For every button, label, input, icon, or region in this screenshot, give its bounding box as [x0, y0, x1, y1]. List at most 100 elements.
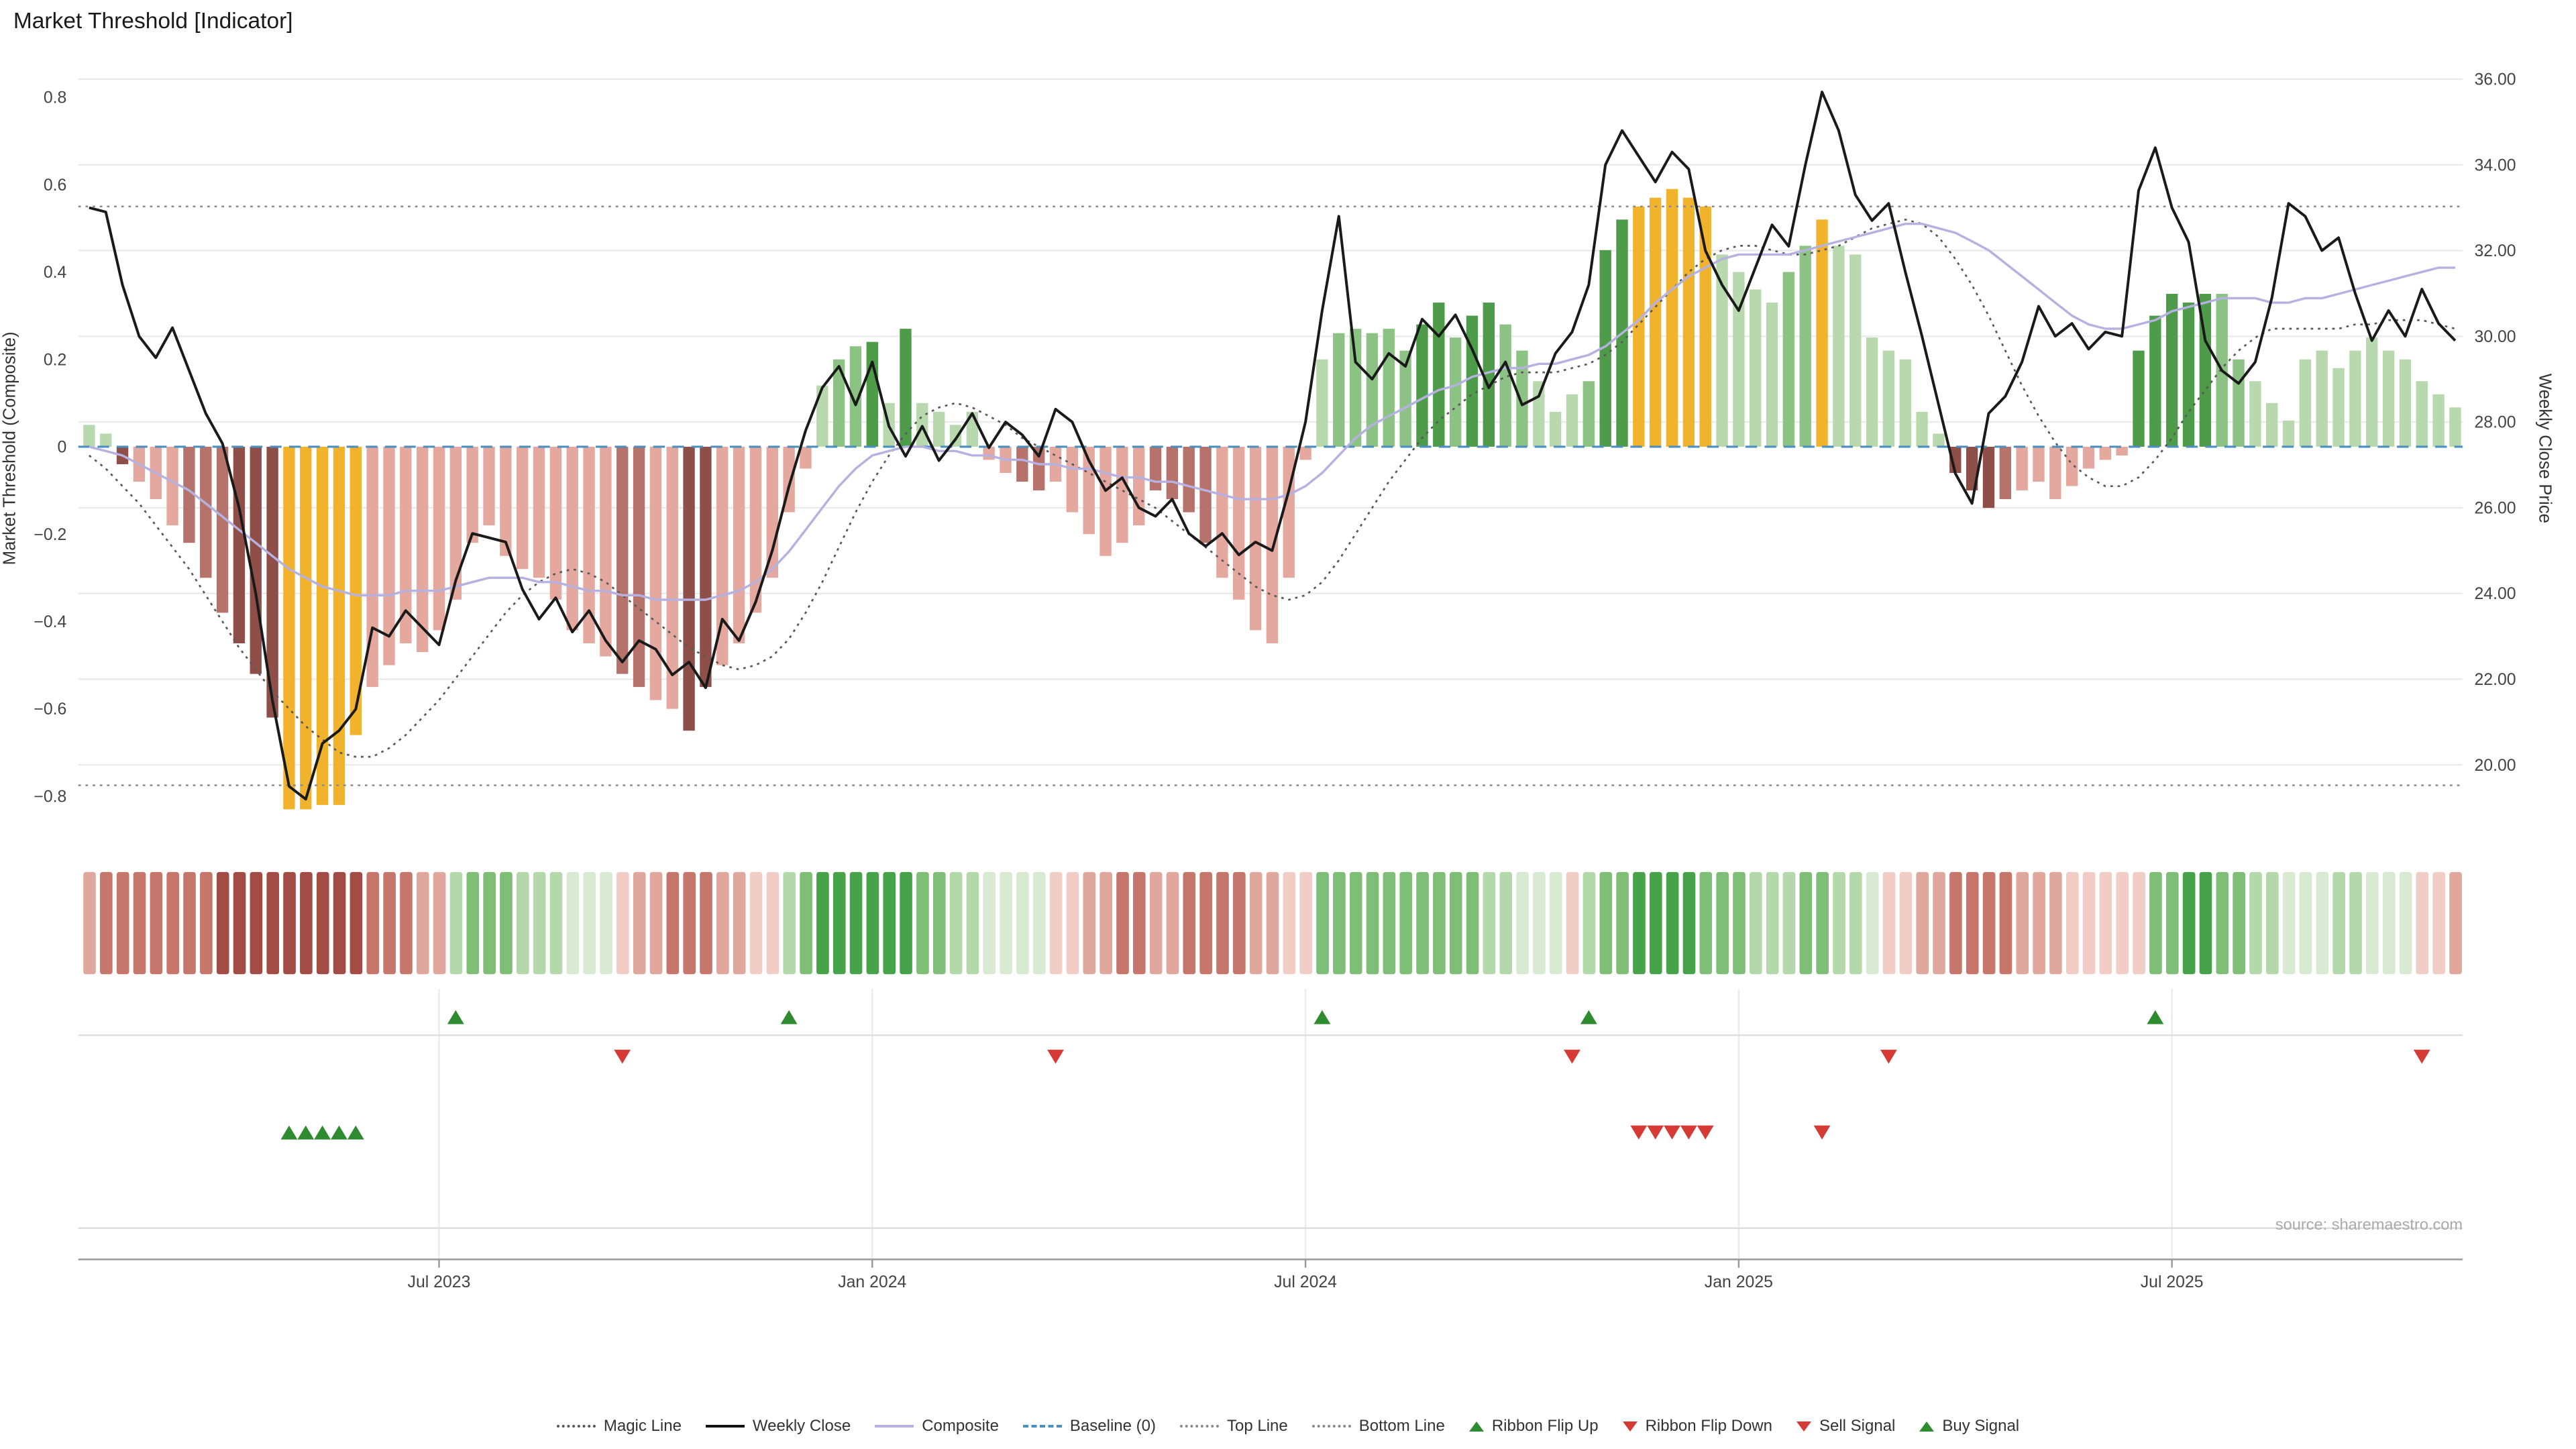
ribbon-cell: [1000, 871, 1012, 975]
threshold-bar: [1433, 303, 1445, 447]
ribbon-flip-down-marker: [614, 1049, 631, 1064]
x-tick-label: Jul 2023: [408, 1273, 471, 1291]
threshold-bar: [733, 446, 745, 643]
threshold-bar: [2116, 446, 2128, 455]
threshold-bar: [1649, 197, 1662, 447]
ribbon-cell: [2432, 871, 2446, 975]
ribbon-cell: [616, 871, 629, 975]
threshold-bar: [400, 446, 412, 643]
legend-label: Magic Line: [603, 1417, 682, 1435]
legend-item-ribbon-flip-down: Ribbon Flip Down: [1622, 1417, 1772, 1436]
ribbon-flip-up-marker: [447, 1010, 464, 1024]
right-tick-label: 34.00: [2474, 156, 2516, 174]
threshold-bar: [1599, 250, 1611, 447]
ribbon-cell: [800, 871, 812, 975]
threshold-bar: [533, 446, 545, 578]
series-lines-layer: [89, 91, 2457, 801]
ribbon-cell: [2449, 871, 2462, 975]
threshold-bar: [749, 446, 762, 613]
threshold-bar: [2133, 350, 2145, 447]
ribbon-cell: [1399, 871, 1413, 975]
threshold-bar: [2449, 407, 2461, 447]
left-tick-label: −0.4: [34, 613, 66, 631]
threshold-bar: [1233, 446, 1245, 600]
ribbon-cell: [2133, 871, 2145, 975]
legend-label: Bottom Line: [1358, 1417, 1445, 1435]
ribbon-cell: [900, 871, 912, 975]
ribbon-cell: [2149, 871, 2162, 975]
ribbon-cell: [133, 871, 146, 975]
threshold-bar: [932, 411, 945, 447]
threshold-bar: [583, 446, 595, 643]
threshold-bar: [1466, 315, 1479, 447]
threshold-bar: [1166, 446, 1179, 500]
ribbon-cell: [200, 871, 213, 975]
legend-label: Weekly Close: [752, 1417, 851, 1435]
sell-signal-marker: [1664, 1125, 1680, 1140]
ribbon-flip-up-icon: [1468, 1421, 1484, 1432]
ribbon-cell: [1599, 871, 1613, 975]
threshold-bar: [1916, 411, 1928, 447]
ribbon-cell: [583, 871, 596, 975]
threshold-bar: [2266, 402, 2278, 447]
buy-signal-icon: [1919, 1421, 1935, 1432]
ribbon-cell: [1999, 871, 2012, 975]
threshold-bar: [516, 446, 529, 570]
threshold-bar: [483, 446, 495, 526]
threshold-bar: [500, 446, 512, 556]
threshold-bar: [1966, 446, 1978, 491]
ribbon-cell: [683, 871, 696, 975]
buy-signal-marker: [331, 1125, 347, 1140]
ribbon-cell: [1016, 871, 1029, 975]
legend-item-ribbon-flip-up: Ribbon Flip Up: [1468, 1417, 1599, 1436]
page-title: Market Threshold [Indicator]: [13, 9, 293, 34]
left-tick-label: −0.6: [34, 700, 66, 718]
ribbon-cell: [1383, 871, 1396, 975]
ribbon-cell: [2249, 871, 2262, 975]
threshold-bar: [633, 446, 645, 688]
threshold-bar: [416, 446, 429, 652]
ribbon-cell: [1032, 871, 1046, 975]
ribbon-cell: [2049, 871, 2062, 975]
threshold-bar: [849, 346, 862, 447]
sell-signal-marker: [1630, 1125, 1648, 1140]
threshold-bar: [1999, 446, 2011, 500]
source-note: source: sharemaestro.com: [2275, 1216, 2463, 1233]
ribbon-cell: [1699, 871, 1713, 975]
threshold-bar: [2033, 446, 2045, 482]
left-tick-label: 0: [58, 439, 67, 457]
threshold-bar: [1899, 359, 1911, 447]
ribbon-cell: [1216, 871, 1229, 975]
threshold-bar: [466, 446, 478, 543]
ribbon-cell: [549, 871, 563, 975]
ribbon-cell: [1899, 871, 1913, 975]
legend-item-top-line: Top Line: [1179, 1417, 1288, 1436]
ribbon-cell: [1982, 871, 1996, 975]
threshold-bar: [1533, 381, 1545, 447]
sell-signal-icon: [1796, 1421, 1811, 1432]
threshold-bar: [1782, 272, 1795, 447]
ribbon-cell: [1933, 871, 1945, 975]
threshold-bar: [1383, 329, 1395, 447]
ribbon-flip-up-marker: [1580, 1010, 1597, 1024]
left-tick-label: 0.8: [44, 89, 67, 107]
ribbon-cell: [1099, 871, 1112, 975]
ribbon-cell: [1049, 871, 1063, 975]
threshold-bar: [2233, 359, 2245, 447]
threshold-bar: [2016, 446, 2028, 491]
threshold-bar: [1799, 246, 1811, 447]
ribbon-cell: [766, 871, 780, 975]
ribbon-cell: [449, 871, 463, 975]
right-tick-label: 36.00: [2474, 71, 2516, 89]
ribbon-cell: [1266, 871, 1279, 975]
threshold-bar: [2049, 446, 2061, 500]
threshold-bar: [2416, 381, 2428, 447]
ribbon-cell: [1416, 871, 1429, 975]
threshold-bar: [1116, 446, 1128, 543]
threshold-bar: [216, 446, 229, 613]
ribbon-cell: [1849, 871, 1862, 975]
threshold-bar: [266, 446, 278, 718]
ribbon-flip-up-marker: [780, 1010, 798, 1024]
ribbon-cell: [2033, 871, 2045, 975]
threshold-bar: [2299, 359, 2312, 447]
